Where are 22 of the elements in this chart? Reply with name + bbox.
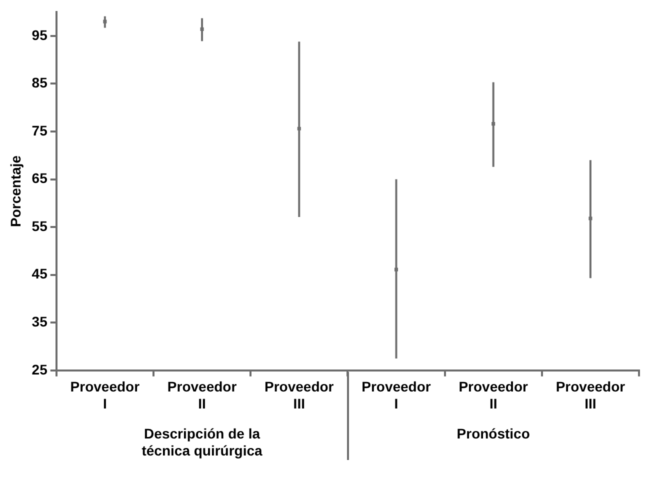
text: Pronóstico [456,425,530,442]
x-tick-label: Proveedor II [167,378,238,412]
point [588,216,592,220]
x-tick-label: Proveedor II [458,378,529,412]
y-tick-label: 85 [32,74,48,91]
y-tick-label: 55 [32,218,48,234]
x-tick-label: Proveedor I [70,378,140,412]
y-tick-label: 25 [32,361,48,378]
y-tick-label: 65 [32,170,48,186]
y-tick-label: 95 [32,26,48,43]
x-tick-label: Proveedor I [362,378,432,412]
point [103,20,107,24]
y-axis-title: Porcentaje [7,155,24,227]
point [200,27,204,31]
x-tick-label: Proveedor III [556,378,626,412]
point [492,122,496,126]
y-tick-label: 45 [32,266,48,282]
y-tick-label: 35 [32,313,48,330]
text: Descripción de la técnica quirúrgica [142,425,263,458]
point [297,126,301,130]
y-tick-label: 75 [32,122,48,138]
x-tick-label: Proveedor III [264,378,334,412]
